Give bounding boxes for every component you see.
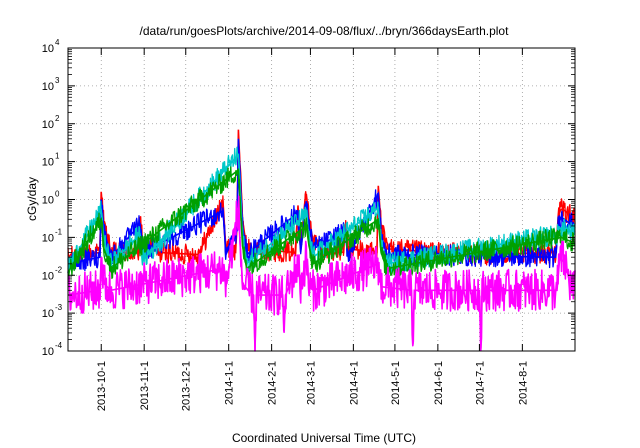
x-axis: 2013-10-1 2013-11-1 2013-12-1 2014-1-1 2014-… xyxy=(96,48,529,411)
y-axis-label: cGy/day xyxy=(25,177,39,221)
x-tick-label: 2014-6-1 xyxy=(433,361,445,405)
y-tick-exponent: 3 xyxy=(55,76,60,85)
y-tick-exponent: 2 xyxy=(55,114,60,123)
y-tick-exponent: 4 xyxy=(55,38,60,47)
x-tick-label: 2013-10-1 xyxy=(96,361,108,411)
x-tick-label: 2014-8-1 xyxy=(517,361,529,405)
y-tick-label: 10 xyxy=(42,232,54,244)
y-tick-label: 10 xyxy=(42,346,54,358)
y-tick-exponent: -2 xyxy=(55,265,63,274)
x-tick-label: 2014-7-1 xyxy=(474,361,486,405)
y-tick-label: 10 xyxy=(42,308,54,320)
y-tick-label: 10 xyxy=(42,81,54,93)
series-line xyxy=(67,195,576,352)
x-tick-label: 2014-5-1 xyxy=(390,361,402,405)
x-tick-label: 2014-3-1 xyxy=(305,361,317,405)
series-line xyxy=(67,146,576,277)
series-peaks xyxy=(67,207,576,352)
y-tick-exponent: -1 xyxy=(55,227,63,236)
y-tick-exponent: -4 xyxy=(55,341,63,350)
x-tick-label: 2014-2-1 xyxy=(267,361,279,405)
y-tick-label: 10 xyxy=(42,119,54,131)
x-tick-label: 2013-12-1 xyxy=(181,361,193,411)
y-tick-exponent: 1 xyxy=(55,152,60,161)
x-axis-label: Coordinated Universal Time (UTC) xyxy=(232,431,416,445)
series-line xyxy=(67,166,576,279)
y-tick-label: 10 xyxy=(42,157,54,169)
x-tick-label: 2014-1-1 xyxy=(224,361,236,405)
series-peaks xyxy=(67,168,576,273)
y-tick-label: 10 xyxy=(42,195,54,207)
y-tick-exponent: -3 xyxy=(55,303,63,312)
y-tick-label: 10 xyxy=(42,43,54,55)
y-tick-label: 10 xyxy=(42,270,54,282)
x-tick-label: 2013-11-1 xyxy=(139,361,151,410)
x-tick-label: 2014-4-1 xyxy=(348,361,360,405)
chart-title: /data/run/goesPlots/archive/2014-09-08/f… xyxy=(140,24,510,38)
series-group xyxy=(67,129,576,352)
y-tick-exponent: 0 xyxy=(55,190,60,199)
